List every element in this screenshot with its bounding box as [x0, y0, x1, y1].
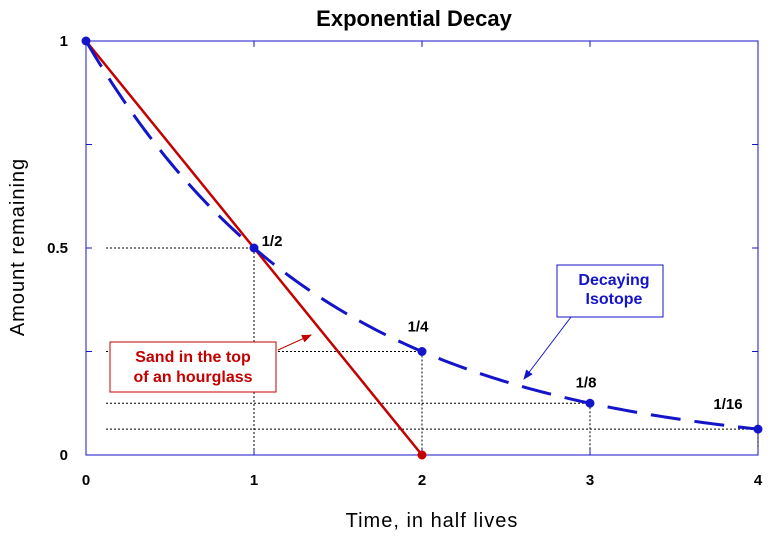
hourglass-annotation-line2: of an hourglass	[133, 369, 252, 386]
point-label-4: 1/16	[713, 396, 742, 413]
isotope-point-1	[249, 243, 259, 253]
isotope-annotation-line1: Decaying	[578, 272, 649, 289]
point-label-1: 1/2	[262, 233, 283, 250]
isotope-annotation-arrow	[523, 316, 572, 380]
x-tick-label-4: 4	[754, 472, 763, 489]
point-label-3: 1/8	[576, 374, 597, 391]
y-tick-label-0: 0	[60, 447, 68, 464]
axis-ticks: 0 1 2 3 4 0 0.5 1	[47, 33, 763, 489]
isotope-annotation-line2: Isotope	[586, 291, 643, 308]
isotope-point-3	[585, 398, 595, 408]
x-tick-label-1: 1	[250, 472, 258, 489]
isotope-annotation: Decaying Isotope	[523, 264, 664, 380]
series-group	[81, 36, 763, 460]
x-tick-label-0: 0	[82, 472, 90, 489]
isotope-annotation-box	[556, 264, 664, 318]
x-tick-label-3: 3	[586, 472, 594, 489]
hourglass-annotation-line1: Sand in the top	[135, 349, 251, 366]
hourglass-annotation-arrow	[277, 334, 312, 351]
x-axis-label: Time, in half lives	[346, 510, 519, 532]
isotope-point-2	[417, 347, 427, 356]
x-tick-label-2: 2	[418, 472, 426, 489]
chart-title: Exponential Decay	[316, 6, 512, 31]
hourglass-annotation-box	[109, 341, 277, 393]
point-labels: 1/2 1/4 1/8 1/16	[262, 233, 743, 413]
point-label-2: 1/4	[408, 319, 430, 336]
y-tick-label-2: 1	[60, 33, 68, 50]
y-tick-label-1: 0.5	[47, 240, 68, 257]
isotope-point-4	[753, 424, 763, 434]
y-axis-label: Amount remaining	[7, 158, 29, 336]
hourglass-annotation: Sand in the top of an hourglass	[109, 334, 312, 393]
isotope-point-0	[81, 36, 91, 46]
hourglass-end-point	[417, 450, 427, 460]
